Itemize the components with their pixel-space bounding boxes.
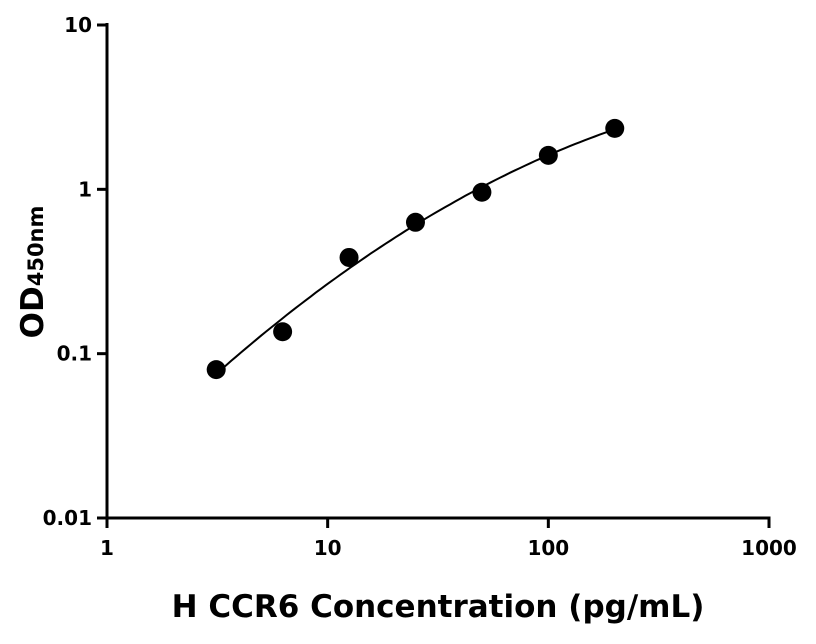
ticks: 1 10 100 1000 0.01 0.1 1 10 — [43, 13, 797, 560]
data-point — [605, 118, 625, 138]
x-tick-label: 100 — [527, 536, 569, 560]
y-tick-label: 1 — [78, 177, 92, 201]
data-point — [206, 360, 226, 380]
data-point — [405, 212, 425, 232]
data-point — [472, 182, 492, 202]
axes — [105, 23, 771, 520]
y-axis-label-main: OD — [15, 286, 51, 338]
x-tick-label: 10 — [314, 536, 342, 560]
data-point — [273, 322, 293, 342]
y-tick-label: 10 — [64, 13, 92, 37]
x-tick-label: 1 — [100, 536, 114, 560]
y-tick-label: 0.01 — [43, 506, 92, 530]
y-tick-label: 0.1 — [57, 342, 92, 366]
x-axis-label: H CCR6 Concentration (pg/mL) — [172, 589, 705, 625]
y-axis-label: OD450nm — [15, 206, 51, 339]
data-point — [339, 247, 359, 267]
x-tick-label: 1000 — [741, 536, 797, 560]
data-points — [206, 118, 625, 380]
data-point — [538, 145, 558, 165]
y-axis-label-sub: 450nm — [24, 206, 48, 287]
